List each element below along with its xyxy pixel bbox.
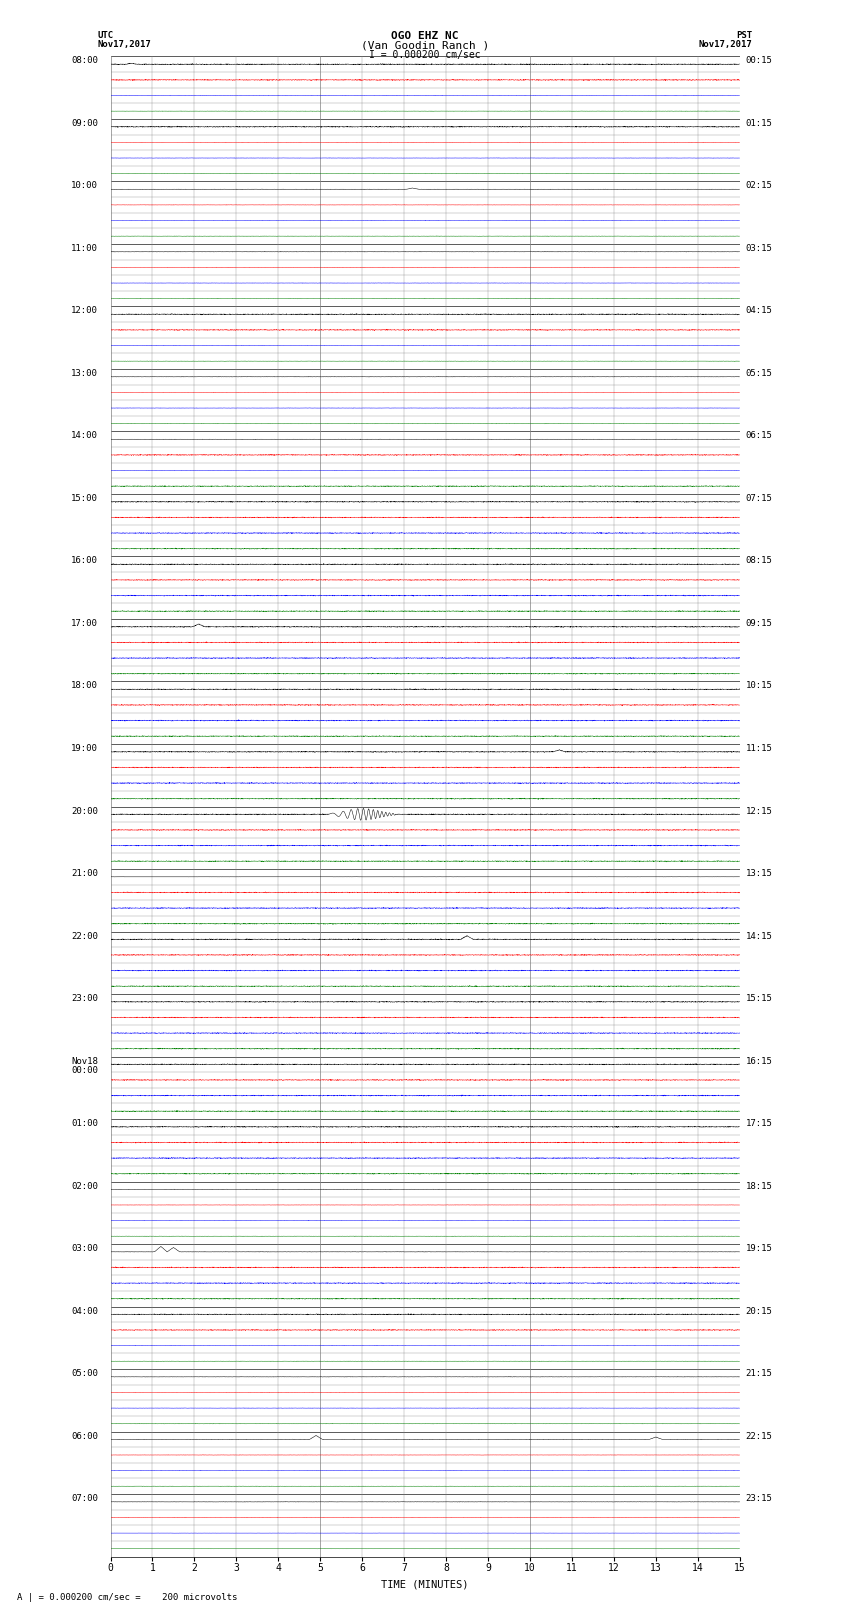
Text: 05:15: 05:15 bbox=[745, 369, 773, 377]
Text: 07:15: 07:15 bbox=[745, 494, 773, 503]
Text: 11:15: 11:15 bbox=[745, 744, 773, 753]
Text: 04:00: 04:00 bbox=[71, 1307, 98, 1316]
Text: 16:00: 16:00 bbox=[71, 556, 98, 566]
Text: 20:15: 20:15 bbox=[745, 1307, 773, 1316]
Text: 15:00: 15:00 bbox=[71, 494, 98, 503]
Text: 07:00: 07:00 bbox=[71, 1494, 98, 1503]
Text: 18:15: 18:15 bbox=[745, 1181, 773, 1190]
Text: 11:00: 11:00 bbox=[71, 244, 98, 253]
Text: 03:00: 03:00 bbox=[71, 1244, 98, 1253]
Text: 13:00: 13:00 bbox=[71, 369, 98, 377]
Text: 22:15: 22:15 bbox=[745, 1432, 773, 1440]
Text: 10:15: 10:15 bbox=[745, 682, 773, 690]
Text: 23:15: 23:15 bbox=[745, 1494, 773, 1503]
Text: 04:15: 04:15 bbox=[745, 306, 773, 316]
Text: 21:00: 21:00 bbox=[71, 869, 98, 877]
Text: I = 0.000200 cm/sec: I = 0.000200 cm/sec bbox=[369, 50, 481, 60]
Text: A | = 0.000200 cm/sec =    200 microvolts: A | = 0.000200 cm/sec = 200 microvolts bbox=[17, 1592, 237, 1602]
Text: OGO EHZ NC: OGO EHZ NC bbox=[391, 31, 459, 40]
Text: 02:00: 02:00 bbox=[71, 1181, 98, 1190]
Text: 08:00: 08:00 bbox=[71, 56, 98, 66]
Text: PST: PST bbox=[736, 31, 752, 40]
Text: 12:15: 12:15 bbox=[745, 806, 773, 816]
Text: 14:15: 14:15 bbox=[745, 932, 773, 940]
Text: 19:00: 19:00 bbox=[71, 744, 98, 753]
Text: 12:00: 12:00 bbox=[71, 306, 98, 316]
Text: 23:00: 23:00 bbox=[71, 994, 98, 1003]
Text: 19:15: 19:15 bbox=[745, 1244, 773, 1253]
Text: Nov17,2017: Nov17,2017 bbox=[699, 40, 752, 50]
Text: Nov17,2017: Nov17,2017 bbox=[98, 40, 151, 50]
Text: 17:00: 17:00 bbox=[71, 619, 98, 627]
Text: 10:00: 10:00 bbox=[71, 182, 98, 190]
Text: 15:15: 15:15 bbox=[745, 994, 773, 1003]
Text: 02:15: 02:15 bbox=[745, 182, 773, 190]
Text: 01:00: 01:00 bbox=[71, 1119, 98, 1127]
Text: 05:00: 05:00 bbox=[71, 1369, 98, 1378]
Text: 22:00: 22:00 bbox=[71, 932, 98, 940]
Text: 09:15: 09:15 bbox=[745, 619, 773, 627]
Text: 06:00: 06:00 bbox=[71, 1432, 98, 1440]
Text: UTC: UTC bbox=[98, 31, 114, 40]
Text: 01:15: 01:15 bbox=[745, 119, 773, 127]
Text: 16:15: 16:15 bbox=[745, 1057, 773, 1066]
Text: 06:15: 06:15 bbox=[745, 432, 773, 440]
X-axis label: TIME (MINUTES): TIME (MINUTES) bbox=[382, 1579, 468, 1589]
Text: 13:15: 13:15 bbox=[745, 869, 773, 877]
Text: Nov18
00:00: Nov18 00:00 bbox=[71, 1057, 98, 1074]
Text: 14:00: 14:00 bbox=[71, 432, 98, 440]
Text: 21:15: 21:15 bbox=[745, 1369, 773, 1378]
Text: 18:00: 18:00 bbox=[71, 682, 98, 690]
Text: (Van Goodin Ranch ): (Van Goodin Ranch ) bbox=[361, 40, 489, 50]
Text: 00:15: 00:15 bbox=[745, 56, 773, 66]
Text: 20:00: 20:00 bbox=[71, 806, 98, 816]
Text: 17:15: 17:15 bbox=[745, 1119, 773, 1127]
Text: 03:15: 03:15 bbox=[745, 244, 773, 253]
Text: 08:15: 08:15 bbox=[745, 556, 773, 566]
Text: 09:00: 09:00 bbox=[71, 119, 98, 127]
